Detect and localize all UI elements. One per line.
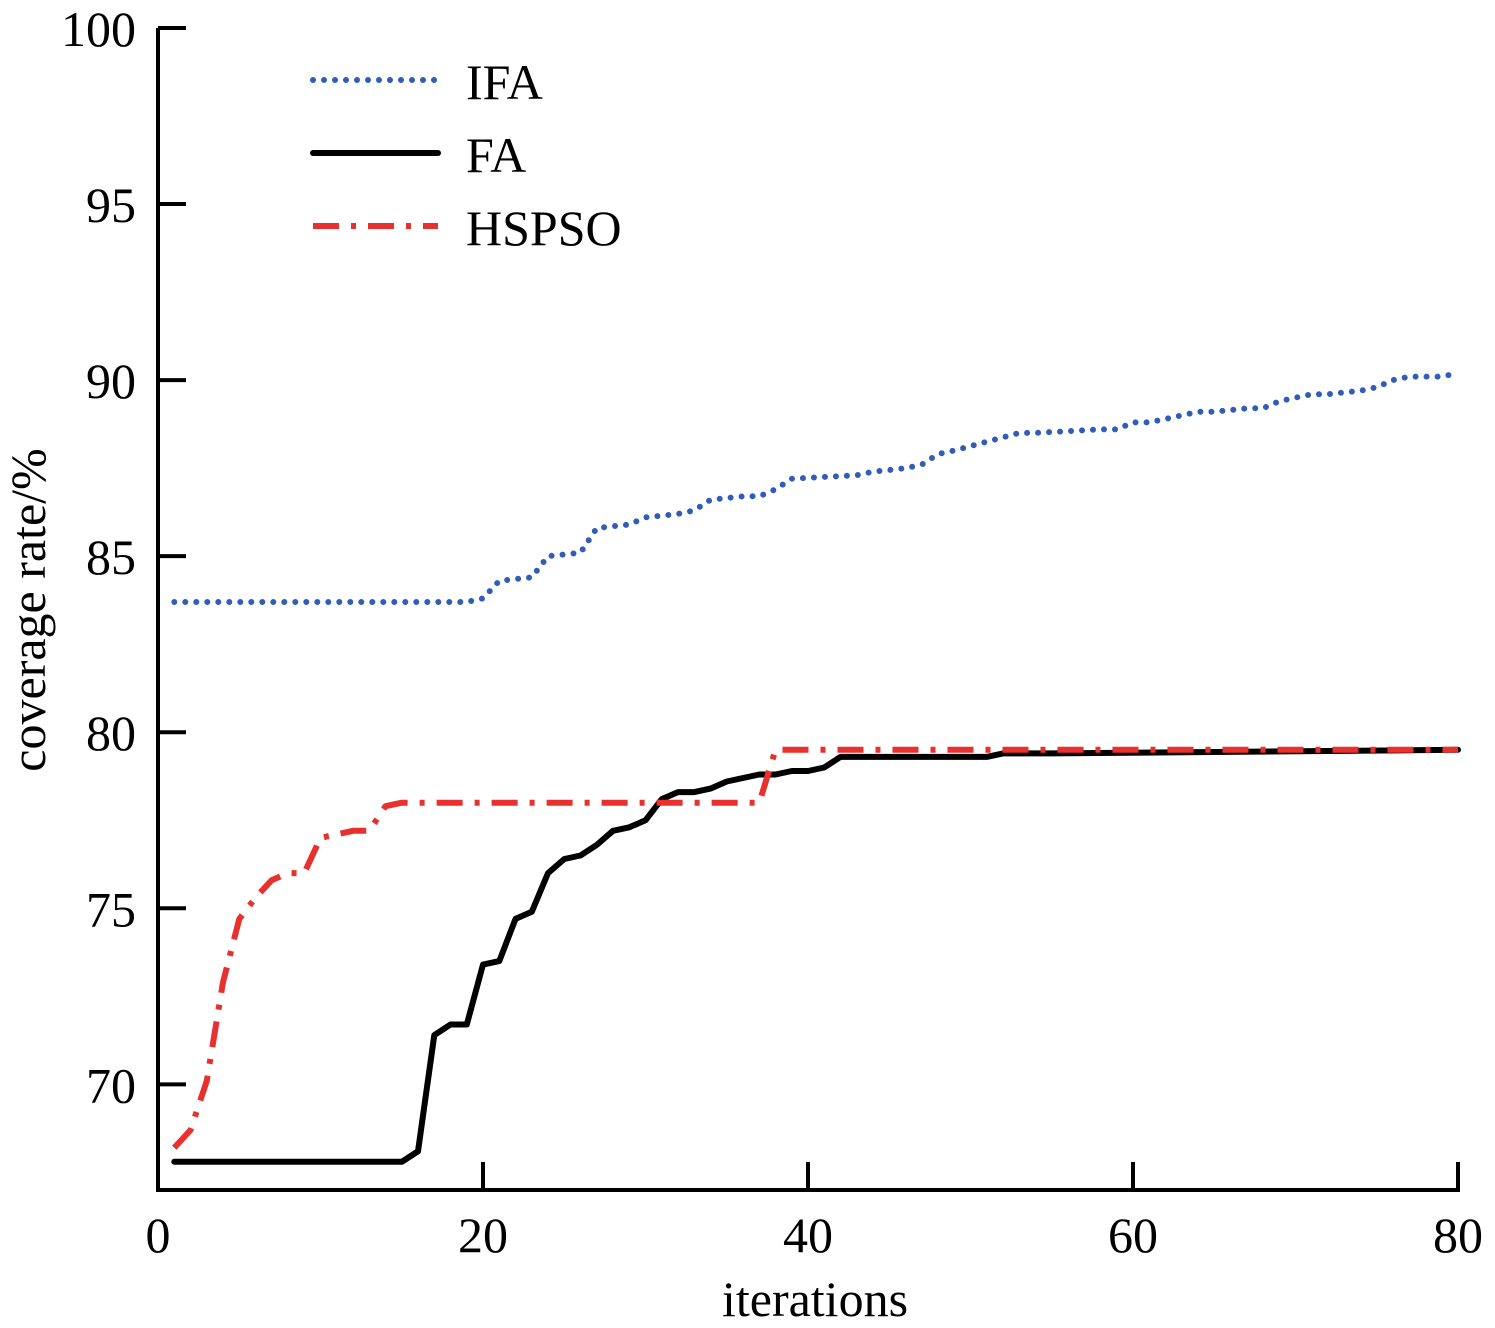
y-tick-label: 80 <box>86 705 136 761</box>
legend-label-fa: FA <box>466 127 526 183</box>
x-tick-label: 60 <box>1108 1207 1158 1263</box>
y-tick-label: 75 <box>86 881 136 937</box>
axes: 70 75 80 85 90 95 100 0 20 40 60 80 <box>61 1 1483 1263</box>
x-tick-label: 40 <box>783 1207 833 1263</box>
y-axis-label: coverage rate/% <box>0 448 56 771</box>
legend-label-ifa: IFA <box>466 54 543 110</box>
y-tick-label: 85 <box>86 529 136 585</box>
series-line-ifa <box>171 370 1461 605</box>
y-tick-label: 100 <box>61 1 136 57</box>
y-tick-label: 70 <box>86 1057 136 1113</box>
y-tick-label: 95 <box>86 177 136 233</box>
x-axis-label: iterations <box>722 1271 908 1327</box>
x-tick-label: 20 <box>458 1207 508 1263</box>
y-tick-label: 90 <box>86 353 136 409</box>
series-line-hspso <box>172 746 1458 1150</box>
series-line-fa <box>171 746 1461 1165</box>
legend-label-hspso: HSPSO <box>466 200 622 256</box>
x-tick-label: 0 <box>146 1207 171 1263</box>
x-tick-label: 80 <box>1433 1207 1483 1263</box>
legend: IFA FA HSPSO <box>310 54 622 256</box>
plot-area <box>171 370 1461 1165</box>
